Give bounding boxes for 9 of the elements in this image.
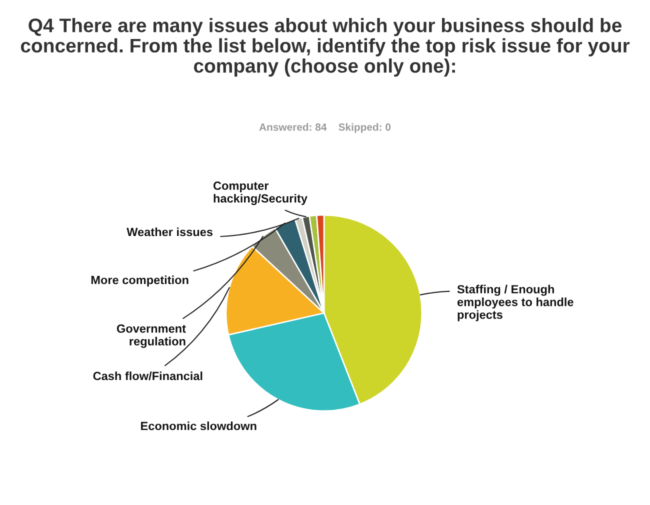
chart-subtitle: Answered: 84 Skipped: 0	[259, 123, 391, 133]
slice-label: Computer hacking/Security	[213, 182, 308, 205]
slice-label: Weather issues	[126, 227, 213, 236]
slice-label: Economic slowdown	[141, 421, 256, 430]
slice-label: More competition	[91, 275, 188, 287]
chart-title: Q4 There are many issues about which your business should be concerned. From the list below, identify the top risk issue for your company (choose only one):	[20, 18, 630, 77]
slice-label: Staffing / Enough employees to handle projects	[457, 284, 574, 322]
slice-label: Cash flow/Financial	[93, 371, 202, 380]
slice-label: Government regulation	[116, 324, 186, 348]
